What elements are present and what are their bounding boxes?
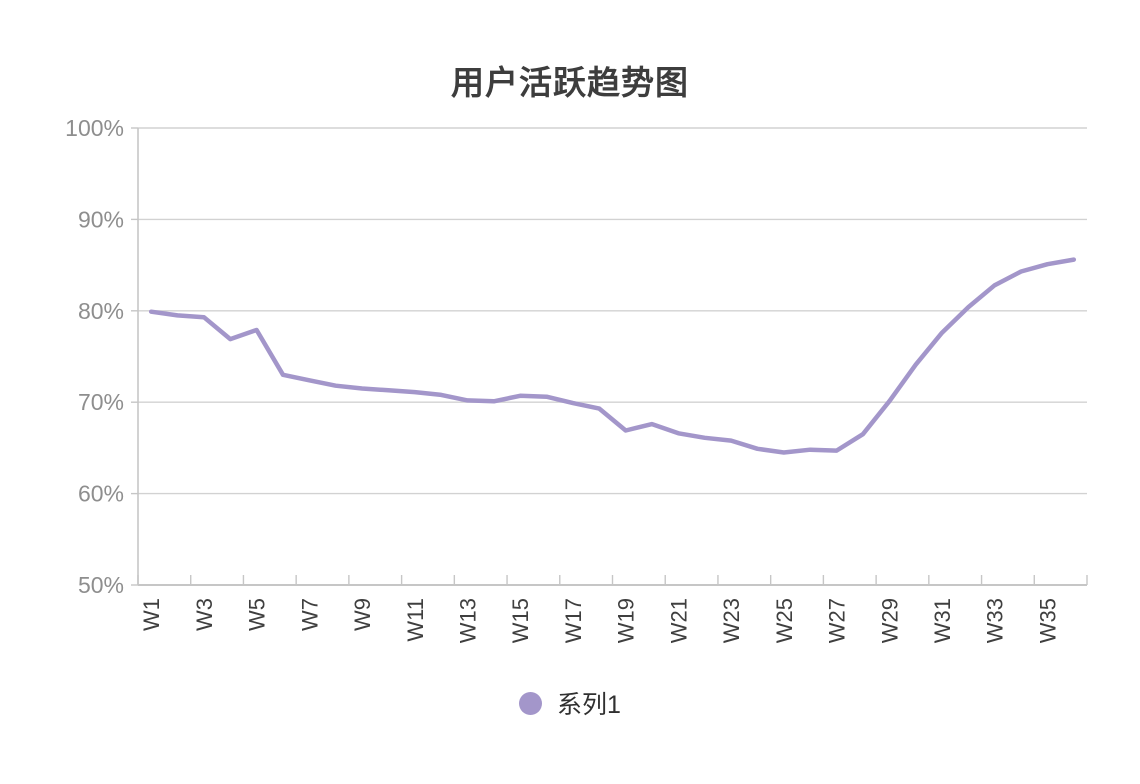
chart-title: 用户活跃趋势图 — [451, 64, 689, 101]
x-axis-label: W23 — [719, 598, 744, 643]
x-axis-label: W19 — [614, 598, 639, 643]
x-axis-label: W25 — [772, 598, 797, 643]
legend-marker-circle-icon — [519, 691, 543, 715]
x-axis-label: W29 — [877, 598, 902, 643]
x-axis-label: W3 — [192, 598, 217, 631]
x-axis-label: W13 — [456, 598, 481, 643]
series1-line[interactable] — [148, 257, 1077, 455]
y-axis-label: 50% — [78, 572, 124, 598]
x-axis-label: W27 — [825, 598, 850, 643]
x-axis-label: W31 — [930, 598, 955, 643]
x-axis-label: W9 — [350, 598, 375, 631]
y-axis-label: 100% — [65, 115, 124, 141]
x-axis-label: W15 — [508, 598, 533, 643]
x-axis-label: W11 — [403, 598, 428, 642]
legend: 系列1 — [0, 685, 1140, 721]
y-axis-label: 80% — [78, 298, 124, 324]
legend-item-label: 系列1 — [557, 691, 621, 719]
x-axis-label: W35 — [1035, 598, 1060, 643]
line-chart-plot-area: 50% 60% 70% 80% 90% 100% W1 W3 W5 W7 W9 W11 W13 W15 W1… — [65, 115, 1088, 643]
x-axis-label: W17 — [561, 598, 586, 643]
x-axis-label: W5 — [245, 598, 270, 631]
legend-item-series1[interactable]: 系列1 — [519, 685, 621, 721]
y-axis-label: 70% — [78, 389, 124, 415]
x-axis-label: W21 — [666, 598, 691, 643]
y-axis-label: 60% — [78, 481, 124, 507]
x-axis-label: W33 — [983, 598, 1008, 643]
x-axis-label: W7 — [297, 598, 322, 631]
x-axis-label: W1 — [139, 598, 164, 631]
y-axis-label: 90% — [78, 206, 124, 232]
